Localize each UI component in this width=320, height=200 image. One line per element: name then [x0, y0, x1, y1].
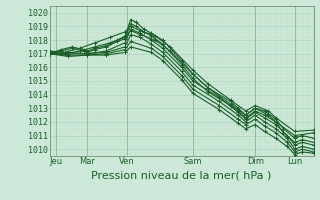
X-axis label: Pression niveau de la mer( hPa ): Pression niveau de la mer( hPa ): [92, 171, 272, 181]
